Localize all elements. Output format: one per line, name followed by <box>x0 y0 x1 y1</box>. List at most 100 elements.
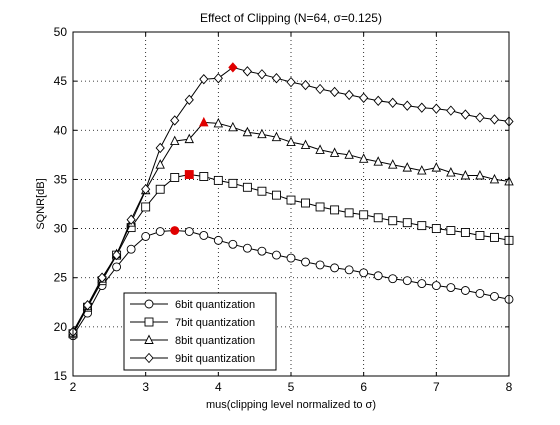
data-point <box>373 95 383 106</box>
data-point <box>490 232 499 242</box>
data-point <box>489 173 500 184</box>
data-point <box>402 100 412 111</box>
data-point <box>402 276 412 286</box>
data-point <box>358 153 369 163</box>
y-axis-label: SQNR[dB] <box>35 178 47 229</box>
data-point <box>344 265 354 275</box>
data-point <box>126 214 136 225</box>
data-point <box>329 86 340 98</box>
series-2 <box>68 170 514 339</box>
data-point <box>315 144 325 154</box>
data-point <box>300 79 311 91</box>
data-point <box>228 178 238 188</box>
data-point <box>446 105 456 116</box>
data-point <box>257 128 267 139</box>
data-point <box>373 271 383 281</box>
y-tick-label: 50 <box>54 25 68 39</box>
y-tick-label: 20 <box>54 320 68 334</box>
legend-label: 8bit quantization <box>175 335 255 347</box>
data-point <box>301 198 310 208</box>
legend-item: 7bit quantization <box>130 317 255 329</box>
data-point <box>417 102 427 113</box>
data-point <box>286 76 296 88</box>
data-point <box>199 231 209 240</box>
data-point <box>82 300 93 311</box>
series-3 <box>68 116 514 337</box>
data-point <box>170 135 180 146</box>
legend-marker <box>144 299 154 309</box>
data-point <box>359 210 369 220</box>
data-point <box>170 173 180 182</box>
data-point <box>330 205 340 215</box>
data-point <box>257 186 267 196</box>
y-tick-label: 25 <box>54 271 68 285</box>
data-point <box>315 83 325 95</box>
x-tick-label: 7 <box>433 380 440 394</box>
data-point <box>417 221 427 231</box>
peak-point <box>199 116 209 127</box>
data-point <box>460 109 471 120</box>
data-point <box>271 131 282 142</box>
data-point <box>431 162 442 172</box>
data-point <box>373 156 383 166</box>
data-point <box>111 249 122 261</box>
x-tick-label: 2 <box>70 380 77 394</box>
data-point <box>475 169 485 180</box>
data-point <box>155 184 165 194</box>
data-point <box>141 184 151 195</box>
data-point <box>417 165 427 175</box>
data-point <box>184 227 194 236</box>
data-point <box>242 182 252 192</box>
data-point <box>213 117 224 128</box>
data-point <box>431 103 441 114</box>
legend: 6bit quantization 7bit quantization 8bit q… <box>123 292 277 371</box>
data-point <box>170 115 180 126</box>
legend-label: 6bit quantization <box>175 299 255 311</box>
data-point <box>344 149 354 159</box>
data-point <box>388 274 398 284</box>
x-tick-label: 8 <box>506 380 513 394</box>
data-point <box>417 279 427 289</box>
data-point <box>344 208 354 218</box>
data-point <box>315 260 325 270</box>
data-point <box>184 94 194 105</box>
peak-point <box>228 62 238 73</box>
peak-point <box>170 226 180 235</box>
data-point <box>141 231 151 241</box>
y-tick-label: 35 <box>54 172 68 186</box>
data-point <box>97 272 107 283</box>
y-ticks: 15 20 25 30 35 40 45 50 <box>54 25 509 383</box>
x-ticks: 2 3 4 5 6 7 8 <box>70 32 513 394</box>
data-point <box>344 89 354 101</box>
data-point <box>242 66 253 77</box>
data-point <box>431 224 441 234</box>
data-point <box>402 162 412 172</box>
data-point <box>446 283 456 292</box>
data-point <box>242 126 253 137</box>
y-tick-label: 45 <box>54 74 68 88</box>
legend-label: 9bit quantization <box>175 353 255 365</box>
data-point <box>402 218 412 228</box>
data-point <box>257 69 267 80</box>
data-point <box>228 239 238 249</box>
data-point <box>155 142 165 154</box>
data-point <box>242 243 252 253</box>
data-point <box>213 73 223 84</box>
data-point <box>330 263 340 273</box>
x-tick-label: 3 <box>142 380 149 394</box>
x-axis-label: mus(clipping level normalized to σ) <box>206 399 376 411</box>
data-point <box>141 202 151 212</box>
data-point <box>286 195 296 205</box>
legend-marker <box>144 352 154 364</box>
data-point <box>126 244 136 254</box>
peak-point <box>184 170 194 179</box>
data-point <box>315 202 325 212</box>
y-tick-label: 30 <box>54 222 68 236</box>
data-point <box>460 286 470 295</box>
data-point <box>184 133 194 144</box>
x-tick-label: 6 <box>360 380 367 394</box>
data-point <box>271 73 282 84</box>
data-point <box>155 159 165 169</box>
